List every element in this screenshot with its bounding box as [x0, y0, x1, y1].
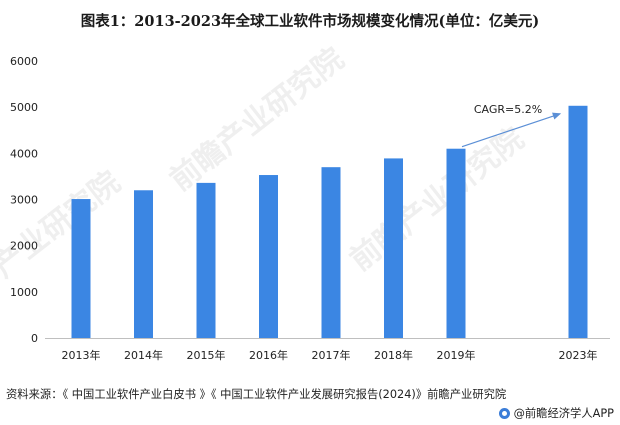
bar — [446, 148, 466, 338]
x-tick-label: 2017年 — [312, 348, 351, 362]
y-tick-label: 3000 — [10, 194, 38, 207]
chart-title: 图表1：2013-2023年全球工业软件市场规模变化情况(单位：亿美元) — [80, 13, 540, 30]
brand-logo-icon — [498, 407, 510, 419]
cagr-arrow — [461, 112, 562, 148]
bar — [568, 105, 588, 338]
y-tick-label: 5000 — [10, 101, 38, 114]
source-note: 资料来源：《 中国工业软件产业白皮书 》《 中国工业软件产业发展研究报告(202… — [6, 388, 507, 401]
brand-text: @前瞻经济学人APP — [513, 407, 614, 420]
cagr-label: CAGR=5.2% — [474, 103, 542, 116]
y-tick-label: 4000 — [10, 147, 38, 160]
bar — [134, 190, 153, 338]
x-tick-label: 2023年 — [559, 348, 598, 362]
x-tick-label: 2018年 — [374, 348, 413, 362]
bar — [196, 182, 216, 338]
x-tick-label: 2019年 — [437, 348, 476, 362]
y-tick-label: 6000 — [10, 55, 38, 68]
bar — [384, 158, 403, 338]
x-tick-label: 2013年 — [62, 348, 101, 362]
bar — [71, 199, 91, 338]
x-tick-label: 2014年 — [124, 348, 163, 362]
y-tick-label: 0 — [31, 332, 38, 345]
y-tick-label: 1000 — [10, 286, 38, 299]
y-tick-label: 2000 — [10, 240, 38, 253]
x-tick-label: 2016年 — [249, 348, 288, 362]
bar — [259, 175, 278, 338]
brand-credit: @前瞻经济学人APP — [498, 405, 614, 421]
bar-chart: 0 1000 2000 3000 4000 5000 6000 2013年 2014年 2015年… — [10, 55, 610, 362]
x-tick-label: 2015年 — [187, 348, 226, 362]
bar — [321, 167, 341, 338]
